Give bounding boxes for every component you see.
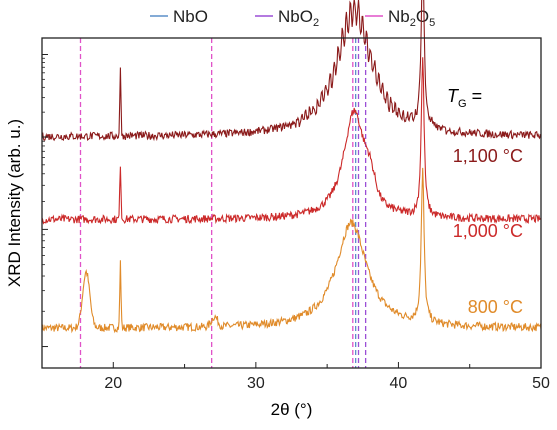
legend-entry: Nb2O5: [365, 7, 435, 29]
growth-temperature-annotation: TG =: [447, 86, 482, 110]
legend: NbO NbO2 Nb2O5: [150, 7, 435, 29]
series-label: 800 °C: [468, 297, 523, 317]
y-axis: [42, 54, 48, 348]
x-tick-label: 50: [532, 375, 550, 392]
series-label: 1,100 °C: [453, 146, 523, 166]
legend-label: NbO2: [278, 7, 319, 29]
legend-label: Nb2O5: [388, 7, 435, 29]
series-line: [41, 0, 542, 142]
legend-entry: NbO: [150, 7, 208, 26]
series-labels: 800 °C 1,000 °C 1,100 °C: [453, 146, 523, 317]
legend-entry: NbO2: [255, 7, 319, 29]
legend-label: NbO: [173, 7, 208, 26]
x-tick-label: 40: [390, 375, 408, 392]
series-line: [41, 57, 542, 225]
series-label: 1,000 °C: [453, 221, 523, 241]
x-tick-label: 20: [104, 375, 122, 392]
x-tick-label: 30: [247, 375, 265, 392]
x-axis: 20 30 40 50: [41, 362, 550, 392]
y-axis-label: XRD Intensity (arb. u.): [5, 119, 24, 287]
series-line: [41, 167, 542, 334]
plot-frame: [41, 37, 542, 369]
series-lines: [41, 0, 542, 334]
x-axis-label: 2θ (°): [271, 400, 313, 419]
